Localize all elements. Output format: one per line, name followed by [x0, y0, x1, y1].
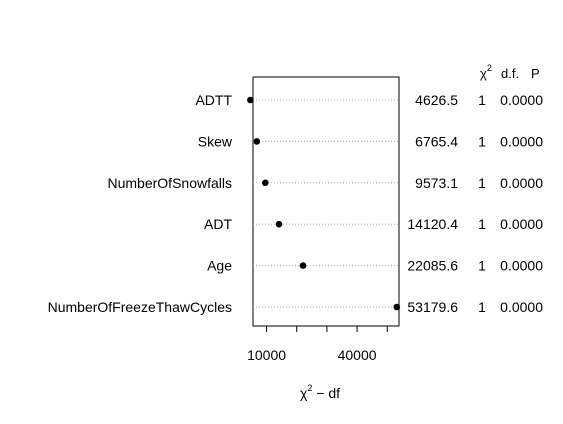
df-value: 1	[478, 92, 486, 108]
x-axis-label: χ2 − df	[300, 383, 340, 401]
p-value: 0.0000	[500, 299, 543, 315]
p-value: 0.0000	[500, 92, 543, 108]
chi2-value: 9573.1	[415, 175, 458, 191]
x-tick-label: 40000	[338, 347, 377, 363]
p-value: 0.0000	[500, 258, 543, 274]
data-point	[299, 262, 307, 269]
row-label: Age	[207, 258, 232, 274]
df-value: 1	[478, 175, 486, 191]
table-header-df: d.f.	[501, 66, 519, 81]
row-label: NumberOfFreezeThawCycles	[48, 299, 232, 315]
row-label: ADT	[204, 216, 232, 232]
plot-frame	[252, 76, 400, 327]
data-point	[253, 138, 261, 145]
chi2-value: 4626.5	[415, 92, 458, 108]
row-label: ADTT	[195, 92, 232, 108]
p-value: 0.0000	[500, 216, 543, 232]
table-header-chi2: χ2	[480, 63, 492, 81]
df-value: 1	[478, 258, 486, 274]
p-value: 0.0000	[500, 133, 543, 149]
chi2-value: 14120.4	[407, 216, 458, 232]
table-header-p: P	[531, 66, 540, 81]
x-tick-label: 10000	[247, 347, 286, 363]
df-value: 1	[478, 216, 486, 232]
df-value: 1	[478, 299, 486, 315]
data-point	[393, 303, 401, 311]
data-point	[275, 220, 283, 228]
p-value: 0.0000	[500, 175, 543, 191]
df-value: 1	[478, 133, 486, 149]
data-point	[261, 179, 269, 187]
chi2-value: 6765.4	[415, 133, 458, 149]
row-label: Skew	[198, 133, 233, 149]
row-label: NumberOfSnowfalls	[108, 175, 233, 191]
chi2-value: 53179.6	[407, 299, 458, 315]
data-point	[247, 96, 254, 104]
chi2-value: 22085.6	[407, 258, 458, 274]
